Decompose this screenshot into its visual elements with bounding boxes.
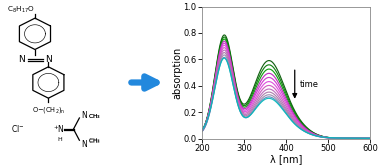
Text: $\mathsf{O{-}(CH_2)_n}$: $\mathsf{O{-}(CH_2)_n}$ (32, 105, 65, 115)
Text: $\mathsf{CH_3}$: $\mathsf{CH_3}$ (88, 112, 101, 121)
Text: N: N (45, 55, 52, 64)
Text: $\mathsf{^{+}N}$: $\mathsf{^{+}N}$ (53, 124, 65, 135)
Text: $\mathsf{Cl^{-}}$: $\mathsf{Cl^{-}}$ (11, 123, 25, 134)
Y-axis label: absorption: absorption (172, 47, 182, 99)
Text: $\mathsf{C_8H_{17}O}$: $\mathsf{C_8H_{17}O}$ (6, 5, 35, 15)
Text: $\mathsf{CH_3}$: $\mathsf{CH_3}$ (88, 137, 101, 146)
Text: $\mathsf{H}$: $\mathsf{H}$ (57, 135, 63, 143)
Text: $\mathsf{N}$: $\mathsf{N}$ (81, 109, 88, 120)
Text: $\mathsf{CH_3}$: $\mathsf{CH_3}$ (88, 113, 101, 121)
Text: $\mathsf{N}$: $\mathsf{N}$ (81, 138, 88, 149)
Text: time: time (300, 80, 319, 89)
X-axis label: λ [nm]: λ [nm] (270, 155, 302, 165)
Text: $\mathsf{CH_3}$: $\mathsf{CH_3}$ (88, 136, 101, 145)
Text: N: N (19, 55, 25, 64)
